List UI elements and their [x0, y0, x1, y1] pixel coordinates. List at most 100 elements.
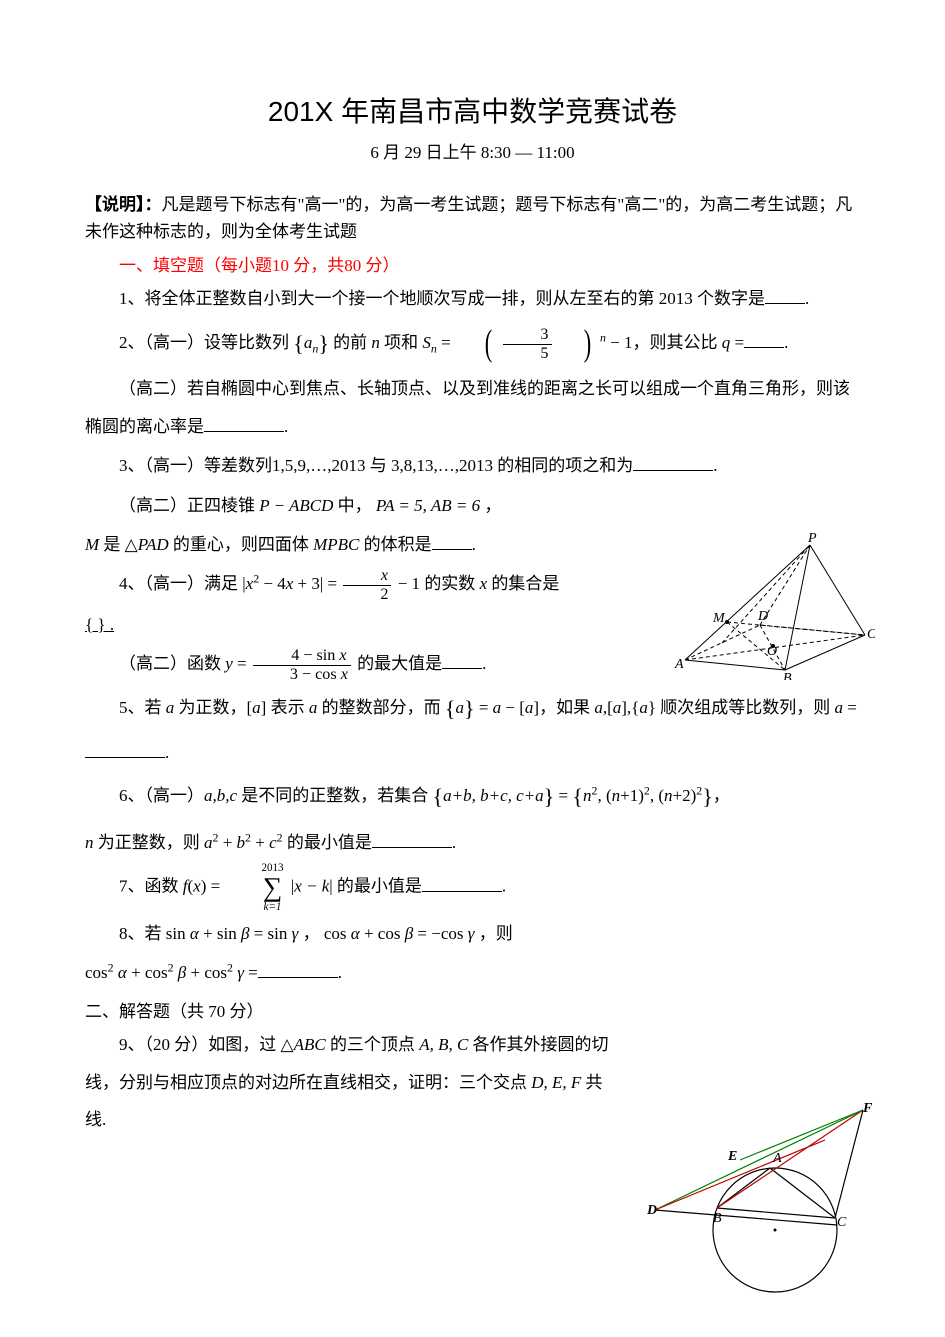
set-blank: { } . [85, 615, 114, 634]
math: α [190, 924, 199, 943]
math: a [309, 699, 318, 718]
math: n [371, 333, 380, 352]
math: a [525, 699, 534, 718]
label-M: M [712, 611, 726, 626]
math: x [193, 877, 201, 896]
math: M [85, 535, 99, 554]
label-B: B [783, 671, 792, 680]
brace-icon: { [445, 696, 456, 721]
math: a+b, b+c, c+a [443, 787, 544, 806]
paren-icon: ) [563, 327, 591, 361]
fraction: 35 [503, 326, 551, 363]
label-C: C [837, 1215, 847, 1230]
problem-3b: （高二）正四棱锥 P − ABCD 中， PA = 5, AB = 6 ， [85, 487, 860, 524]
math: α [351, 924, 360, 943]
math: x [286, 574, 294, 593]
text: 2、（高一）设等比数列 [119, 333, 289, 352]
problem-6: 6、（高一）a,b,c 是不同的正整数，若集合 {a+b, b+c, c+a} … [85, 773, 860, 822]
problem-5: 5、若 a 为正数，[a] 表示 a 的整数部分，而 {a} = a − [a]… [85, 685, 860, 771]
page-title: 201X 年南昌市高中数学竞赛试卷 [85, 90, 860, 130]
math: α [118, 963, 127, 982]
math: a [493, 699, 502, 718]
blank [432, 533, 472, 550]
text: 表示 [271, 699, 305, 718]
text: 顺次组成等比数列，则 [660, 699, 830, 718]
math: a [613, 699, 622, 718]
label-D: D [646, 1203, 657, 1218]
brace-icon: } [544, 784, 555, 809]
math: a,b,c [204, 787, 237, 806]
text: 的重心，则四面体 [173, 535, 309, 554]
brace-icon: } [464, 696, 475, 721]
math: a [639, 699, 648, 718]
text: 的集合是 [491, 574, 559, 593]
label-P: P [807, 531, 817, 546]
problem-2a: 2、（高一）设等比数列 {an} 的前 n 项和 Sn = (35)n − 1，… [85, 320, 860, 369]
problem-8: 8、若 sin α + sin β = sin γ ， cos α + cos … [85, 915, 860, 952]
text: 的最大值是 [357, 654, 442, 673]
text: 7、函数 [119, 877, 179, 896]
math: ABC [294, 1035, 326, 1054]
text: 4、（高一）满足 [119, 574, 238, 593]
text: 为正整数，则 [98, 833, 200, 852]
section-2-heading: 二、解答题（共 70 分） [85, 997, 860, 1022]
math: n [85, 833, 94, 852]
problem-1-text: 1、将全体正整数自小到大一个接一个地顺次写成一排，则从左至右的第 2013 个数… [119, 289, 765, 308]
text: 8、若 [119, 924, 162, 943]
brace-icon: { [293, 331, 304, 356]
text: （高二）若自椭圆中心到焦点、长轴顶点、以及到准线的距离之长可以组成一个直角三角形… [85, 379, 850, 435]
text: 的前 [333, 333, 367, 352]
text: 的体积是 [364, 535, 432, 554]
label-O: O [767, 644, 777, 659]
problem-3a: 3、（高一）等差数列1,5,9,…,2013 与 3,8,13,…,2013 的… [85, 447, 860, 484]
text: 的整数部分，而 [322, 699, 441, 718]
label-E: E [727, 1149, 737, 1164]
instructions-text: 凡是题号下标志有"高一"的，为高一考生试题；题号下标志有"高二"的，为高二考生试… [85, 195, 852, 241]
blank [85, 741, 165, 758]
fraction: x2 [343, 567, 391, 604]
fraction: 4 − sin x3 − cos x [253, 647, 351, 684]
math: a [204, 833, 213, 852]
math: n [600, 330, 606, 344]
math: a [166, 699, 175, 718]
label-A: A [772, 1151, 782, 1166]
blank [633, 454, 713, 471]
brace-icon: { [572, 784, 583, 809]
text: 的三个顶点 [330, 1035, 415, 1054]
blank [442, 652, 482, 669]
instructions: 【说明】：凡是题号下标志有"高一"的，为高一考生试题；题号下标志有"高二"的，为… [85, 191, 860, 245]
problem-1: 1、将全体正整数自小到大一个接一个地顺次写成一排，则从左至右的第 2013 个数… [85, 280, 860, 317]
math: β [241, 924, 249, 943]
math: b [237, 833, 246, 852]
triangle-icon: △ [281, 1035, 294, 1054]
math: PAD [138, 535, 169, 554]
math: f [183, 877, 188, 896]
text: （高二）函数 [119, 654, 221, 673]
text: ， [303, 924, 320, 943]
text: 3、（高一）等差数列1,5,9,…,2013 与 3,8,13,…,2013 的… [119, 456, 633, 475]
math: x − k [294, 877, 329, 896]
brace-icon: } [318, 331, 329, 356]
label-A: A [674, 657, 684, 672]
label-B: B [713, 1211, 722, 1226]
page-subtitle: 6 月 29 日上午 8:30 — 11:00 [85, 138, 860, 163]
math: a [455, 699, 464, 718]
text: （高二）正四棱锥 [119, 496, 255, 515]
math: a [835, 699, 844, 718]
math: Sn [422, 333, 436, 352]
math: D, E, F [531, 1073, 581, 1092]
pyramid-figure: P A B C D M O [665, 530, 875, 680]
math: PA = 5, AB = 6 [376, 496, 480, 515]
text: ，则其公比 [633, 333, 718, 352]
label-D: D [757, 609, 768, 624]
math: q [722, 333, 731, 352]
math: γ [468, 924, 475, 943]
math: MPBC [313, 535, 359, 554]
text: = [441, 333, 455, 352]
text: 的最小值是 [287, 833, 372, 852]
text: ，则 [479, 924, 513, 943]
text: 中， [338, 496, 372, 515]
math: y [225, 654, 233, 673]
math: n [664, 787, 673, 806]
label-C: C [867, 627, 875, 642]
